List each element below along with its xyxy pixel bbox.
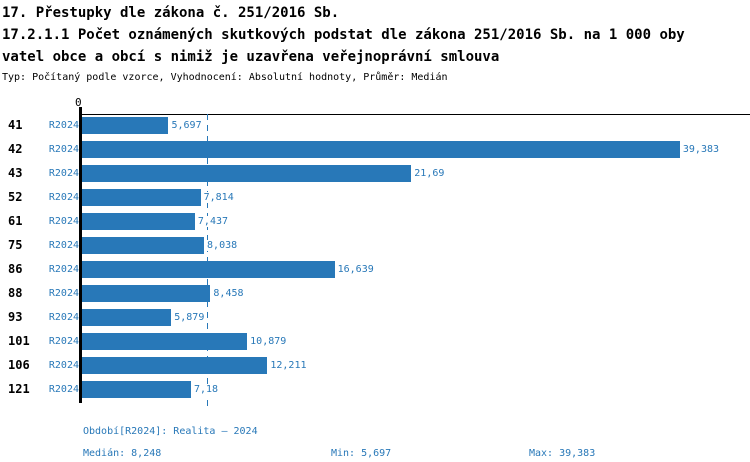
footer-period: Období[R2024]: Realita – 2024 bbox=[83, 426, 258, 437]
series-label: R2024 bbox=[48, 167, 79, 179]
footer-median: Medián: 8,248 bbox=[83, 448, 162, 459]
bar bbox=[82, 260, 335, 278]
bar bbox=[82, 188, 201, 206]
bar-track: 39,383 bbox=[82, 137, 750, 161]
category-label: 42 bbox=[8, 142, 23, 156]
bar-chart: 41 R2024 5,697 42 R2024 39,383 43 R2024 … bbox=[0, 113, 750, 401]
bar-value-label: 8,458 bbox=[210, 287, 247, 299]
bar-track: 8,458 bbox=[82, 281, 750, 305]
chart-meta: Typ: Počítaný podle vzorce, Vyhodnocení:… bbox=[2, 72, 448, 83]
bar bbox=[82, 284, 211, 302]
bar-track: 21,69 bbox=[82, 161, 750, 185]
chart-title-line2: vatel obce a obcí s nimiž je uzavřena ve… bbox=[2, 49, 500, 65]
chart-title-line1: 17.2.1.1 Počet oznámených skutkových pod… bbox=[2, 27, 685, 43]
chart-row: 88 R2024 8,458 bbox=[0, 281, 750, 305]
bar-value-label: 12,211 bbox=[267, 359, 310, 371]
bar bbox=[82, 212, 195, 230]
chart-row: 61 R2024 7,437 bbox=[0, 209, 750, 233]
category-label: 61 bbox=[8, 214, 23, 228]
series-label: R2024 bbox=[48, 335, 79, 347]
bar bbox=[82, 116, 169, 134]
category-label: 93 bbox=[8, 310, 23, 324]
bar bbox=[82, 332, 248, 350]
category-label: 88 bbox=[8, 286, 23, 300]
bar-value-label: 7,437 bbox=[194, 215, 232, 227]
bar-value-label: 5,697 bbox=[168, 119, 205, 131]
chart-row: 93 R2024 5,879 bbox=[0, 305, 750, 329]
bar bbox=[82, 236, 205, 254]
category-label: 43 bbox=[8, 166, 23, 180]
page-title: 17. Přestupky dle zákona č. 251/2016 Sb. bbox=[2, 5, 340, 21]
chart-row: 41 R2024 5,697 bbox=[0, 113, 750, 137]
chart-row: 101 R2024 10,879 bbox=[0, 329, 750, 353]
bar-track: 7,437 bbox=[82, 209, 750, 233]
bar-value-label: 10,879 bbox=[247, 335, 290, 347]
bar bbox=[82, 356, 268, 374]
bar-track: 16,639 bbox=[82, 257, 750, 281]
chart-row: 86 R2024 16,639 bbox=[0, 257, 750, 281]
chart-row: 121 R2024 7,18 bbox=[0, 377, 750, 401]
category-label: 52 bbox=[8, 190, 23, 204]
series-label: R2024 bbox=[48, 263, 79, 275]
category-label: 86 bbox=[8, 262, 23, 276]
chart-row: 42 R2024 39,383 bbox=[0, 137, 750, 161]
category-label: 106 bbox=[8, 358, 30, 372]
series-label: R2024 bbox=[48, 287, 79, 299]
bar-value-label: 16,639 bbox=[334, 263, 377, 275]
series-label: R2024 bbox=[48, 119, 79, 131]
category-label: 41 bbox=[8, 118, 23, 132]
report-header: 17. Přestupky dle zákona č. 251/2016 Sb.… bbox=[2, 2, 748, 85]
x-axis-zero-tick-label: 0 bbox=[75, 96, 82, 109]
category-label: 121 bbox=[8, 382, 30, 396]
bar-value-label: 21,69 bbox=[411, 167, 448, 179]
footer-max: Max: 39,383 bbox=[529, 448, 596, 459]
bar-track: 10,879 bbox=[82, 329, 750, 353]
chart-row: 52 R2024 7,814 bbox=[0, 185, 750, 209]
bar bbox=[82, 140, 680, 158]
series-label: R2024 bbox=[48, 311, 79, 323]
bar-value-label: 7,18 bbox=[191, 383, 222, 395]
bar-track: 7,814 bbox=[82, 185, 750, 209]
chart-row: 43 R2024 21,69 bbox=[0, 161, 750, 185]
bar-value-label: 8,038 bbox=[204, 239, 241, 251]
bar-track: 12,211 bbox=[82, 353, 750, 377]
series-label: R2024 bbox=[48, 191, 79, 203]
bar-track: 8,038 bbox=[82, 233, 750, 257]
y-axis-line bbox=[79, 107, 82, 403]
bar-track: 7,18 bbox=[82, 377, 750, 401]
footer-min: Min: 5,697 bbox=[331, 448, 392, 459]
x-axis-line bbox=[79, 114, 750, 115]
bar bbox=[82, 308, 172, 326]
median-line bbox=[207, 114, 208, 406]
bar-track: 5,879 bbox=[82, 305, 750, 329]
bar-value-label: 39,383 bbox=[679, 143, 723, 155]
bar bbox=[82, 164, 412, 182]
bar-track: 5,697 bbox=[82, 113, 750, 137]
category-label: 75 bbox=[8, 238, 23, 252]
series-label: R2024 bbox=[48, 383, 79, 395]
series-label: R2024 bbox=[48, 359, 79, 371]
category-label: 101 bbox=[8, 334, 30, 348]
chart-row: 106 R2024 12,211 bbox=[0, 353, 750, 377]
series-label: R2024 bbox=[48, 143, 79, 155]
chart-row: 75 R2024 8,038 bbox=[0, 233, 750, 257]
bar-value-label: 7,814 bbox=[200, 191, 237, 203]
series-label: R2024 bbox=[48, 215, 79, 227]
series-label: R2024 bbox=[48, 239, 79, 251]
bar-value-label: 5,879 bbox=[171, 311, 208, 323]
bar bbox=[82, 380, 191, 398]
